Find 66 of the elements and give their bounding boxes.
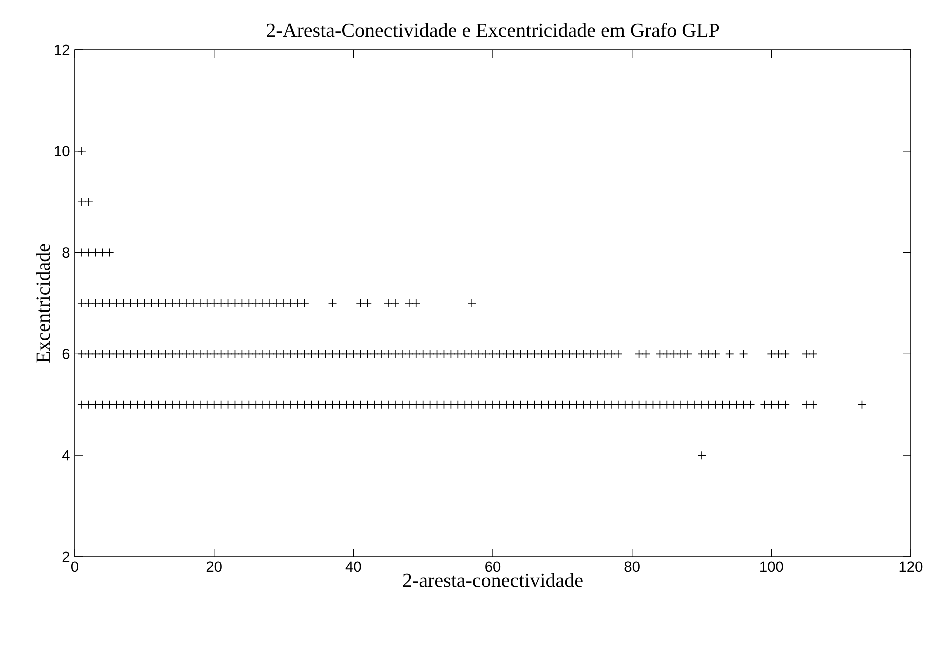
point — [294, 299, 302, 308]
point — [224, 299, 233, 308]
x-tick-label: 60 — [486, 562, 501, 572]
point — [280, 299, 288, 308]
point — [189, 299, 198, 308]
y-tick-label: 8 — [62, 248, 70, 258]
point — [154, 299, 164, 308]
point — [356, 299, 366, 308]
point — [266, 299, 274, 308]
y-tick-label: 4 — [62, 450, 70, 461]
x-tick-label: 20 — [206, 562, 222, 572]
point — [92, 248, 100, 258]
point — [175, 299, 184, 308]
point — [698, 451, 706, 460]
point — [272, 299, 282, 308]
point — [412, 299, 421, 308]
point — [468, 299, 477, 308]
point — [119, 299, 128, 308]
point — [196, 299, 205, 308]
point — [84, 198, 94, 206]
point — [300, 299, 310, 308]
y-axis-title: Excentricidade — [36, 244, 50, 363]
point — [391, 299, 400, 308]
point — [238, 299, 247, 308]
point — [168, 299, 177, 308]
point — [147, 299, 156, 308]
point — [140, 299, 150, 308]
point — [78, 198, 86, 206]
y-tick-label: 12 — [55, 44, 70, 56]
y-tick-label: 6 — [62, 349, 70, 360]
point — [328, 299, 338, 308]
point — [133, 299, 142, 308]
point — [84, 299, 94, 308]
point — [286, 299, 296, 308]
x-tick-label: 80 — [624, 562, 640, 572]
y-tick-label: 10 — [55, 146, 70, 157]
x-tick-label: 120 — [900, 562, 923, 572]
point — [216, 299, 226, 308]
point — [105, 299, 114, 308]
point — [210, 299, 219, 308]
point — [98, 299, 108, 308]
x-tick-label: 0 — [71, 562, 78, 572]
point — [126, 299, 136, 308]
point — [112, 299, 122, 308]
point — [202, 299, 212, 308]
point — [92, 299, 100, 308]
point — [244, 299, 254, 308]
point — [405, 299, 414, 308]
point — [78, 248, 86, 258]
x-axis-title: 2-aresta-conectividade — [403, 573, 583, 588]
point — [105, 248, 114, 258]
point — [258, 299, 268, 308]
point — [182, 299, 191, 308]
x-tick-label: 100 — [760, 562, 784, 572]
x-tick-label: 40 — [346, 562, 362, 572]
point — [161, 299, 170, 308]
point — [84, 248, 94, 258]
point — [230, 299, 240, 308]
point — [78, 299, 86, 308]
point — [252, 299, 261, 308]
point — [384, 299, 393, 308]
point — [363, 299, 372, 308]
point — [78, 146, 86, 156]
y-tick-label: 2 — [62, 552, 70, 562]
point — [98, 248, 108, 258]
chart-title: 2-Aresta-Conectividade e Excentricidade em Grafo GLP — [267, 23, 720, 38]
